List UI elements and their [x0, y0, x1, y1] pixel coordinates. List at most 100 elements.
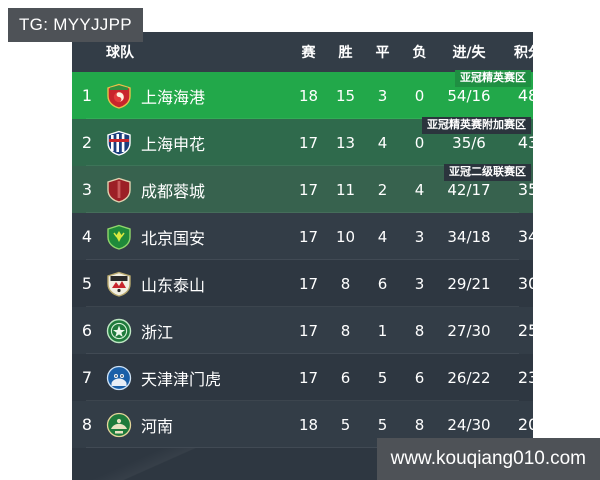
table-row[interactable]: 7 天津津门虎 17 6 5 6 26/22 23 — [72, 354, 533, 401]
row-separator — [86, 118, 519, 119]
header-played[interactable]: 赛 — [301, 45, 316, 61]
shanghai-shenhua-crest — [106, 130, 132, 156]
row-lost: 0 — [414, 133, 425, 152]
qualification-badge: 亚冠二级联赛区 — [444, 164, 531, 182]
row-rank: 3 — [81, 180, 93, 199]
row-drawn: 1 — [377, 321, 388, 340]
row-separator — [86, 306, 519, 307]
row-played: 17 — [298, 368, 319, 387]
table-body: 亚冠精英赛区1上海海港18153054/1648亚冠精英赛附加赛区2上海申花17… — [72, 70, 533, 448]
header-won[interactable]: 胜 — [338, 45, 353, 61]
row-rank: 2 — [81, 133, 93, 152]
row-drawn: 4 — [377, 227, 388, 246]
row-goals: 29/21 — [447, 274, 491, 293]
row-team-name: 山东泰山 — [141, 275, 206, 295]
tianjin-jinmen-tiger-crest — [106, 365, 132, 391]
row-won: 5 — [340, 415, 351, 434]
row-team-cell[interactable]: 北京国安 — [102, 224, 290, 250]
row-lost: 8 — [414, 415, 425, 434]
row-rank: 8 — [81, 415, 93, 434]
shandong-taishan-crest — [106, 271, 132, 297]
row-played: 17 — [298, 274, 319, 293]
row-played: 17 — [298, 321, 319, 340]
table-row[interactable]: 亚冠二级联赛区 3 成都蓉城 17 11 2 4 42/17 35 — [72, 164, 533, 213]
row-separator — [86, 353, 519, 354]
row-separator — [86, 400, 519, 401]
row-points: 30 — [517, 274, 533, 293]
row-points: 43 — [517, 133, 533, 152]
row-points: 23 — [517, 368, 533, 387]
row-team-name: 天津津门虎 — [141, 369, 222, 389]
row-lost: 0 — [414, 86, 425, 105]
row-goals: 42/17 — [447, 180, 491, 199]
row-lost: 8 — [414, 321, 425, 340]
row-played: 18 — [298, 86, 319, 105]
row-drawn: 2 — [377, 180, 388, 199]
table-row[interactable]: 6 浙江 17 8 1 8 27/30 25 — [72, 307, 533, 354]
row-won: 13 — [335, 133, 356, 152]
row-team-name: 上海申花 — [141, 134, 206, 154]
row-won: 6 — [340, 368, 351, 387]
beijing-guoan-crest — [106, 224, 132, 250]
row-team-cell[interactable]: 浙江 — [102, 318, 290, 344]
row-played: 17 — [298, 133, 319, 152]
row-team-name: 上海海港 — [141, 87, 206, 107]
header-drawn[interactable]: 平 — [375, 45, 390, 61]
tg-channel-tag: TG: MYYJJPP — [8, 8, 143, 42]
row-won: 8 — [340, 321, 351, 340]
row-won: 8 — [340, 274, 351, 293]
row-rank: 7 — [81, 368, 93, 387]
row-team-cell[interactable]: 山东泰山 — [102, 271, 290, 297]
row-points: 20 — [517, 415, 533, 434]
header-team[interactable]: 球队 — [106, 45, 134, 61]
row-drawn: 3 — [377, 86, 388, 105]
row-separator — [86, 212, 519, 213]
header-lost[interactable]: 负 — [412, 45, 427, 61]
row-drawn: 5 — [377, 368, 388, 387]
header-goals[interactable]: 进/失 — [452, 45, 486, 61]
row-lost: 4 — [414, 180, 425, 199]
row-lost: 3 — [414, 227, 425, 246]
row-team-cell[interactable]: 成都蓉城 — [102, 177, 290, 203]
table-header-row: 球队 赛 胜 平 负 进/失 积分 — [72, 32, 533, 72]
row-won: 10 — [335, 227, 356, 246]
row-goals: 24/30 — [447, 415, 491, 434]
row-won: 11 — [335, 180, 356, 199]
row-points: 34 — [517, 227, 533, 246]
row-lost: 3 — [414, 274, 425, 293]
row-goals: 35/6 — [452, 133, 486, 152]
row-team-cell[interactable]: 上海申花 — [102, 130, 290, 156]
league-standings-table: 球队 赛 胜 平 负 进/失 积分 亚冠精英赛区1上海海港18153054/16… — [72, 32, 533, 480]
row-drawn: 5 — [377, 415, 388, 434]
row-goals: 27/30 — [447, 321, 491, 340]
table-row[interactable]: 5 山东泰山 17 8 6 3 29/21 30 — [72, 260, 533, 307]
table-row[interactable]: 亚冠精英赛区 1 上海海港 18 15 3 0 54/16 48 — [72, 70, 533, 119]
row-played: 17 — [298, 227, 319, 246]
row-goals: 34/18 — [447, 227, 491, 246]
row-team-cell[interactable]: 河南 — [102, 412, 290, 438]
table-row[interactable]: 亚冠精英赛附加赛区 2 上海申花 17 13 4 0 35/6 43 — [72, 117, 533, 166]
row-team-cell[interactable]: 上海海港 — [102, 83, 290, 109]
row-goals: 54/16 — [447, 86, 491, 105]
row-goals: 26/22 — [447, 368, 491, 387]
zhejiang-crest — [106, 318, 132, 344]
henan-crest — [106, 412, 132, 438]
row-drawn: 6 — [377, 274, 388, 293]
row-points: 25 — [517, 321, 533, 340]
chengdu-rongcheng-crest — [106, 177, 132, 203]
row-team-cell[interactable]: 天津津门虎 — [102, 365, 290, 391]
table-row[interactable]: 4 北京国安 17 10 4 3 34/18 34 — [72, 213, 533, 260]
row-played: 18 — [298, 415, 319, 434]
header-points[interactable]: 积分 — [514, 45, 533, 61]
row-won: 15 — [335, 86, 356, 105]
row-team-name: 成都蓉城 — [141, 181, 206, 201]
row-points: 35 — [517, 180, 533, 199]
row-separator — [86, 259, 519, 260]
row-team-name: 河南 — [141, 416, 174, 436]
row-lost: 6 — [414, 368, 425, 387]
row-drawn: 4 — [377, 133, 388, 152]
shanghai-port-crest — [106, 83, 132, 109]
row-separator — [86, 447, 519, 448]
row-team-name: 北京国安 — [141, 228, 206, 248]
